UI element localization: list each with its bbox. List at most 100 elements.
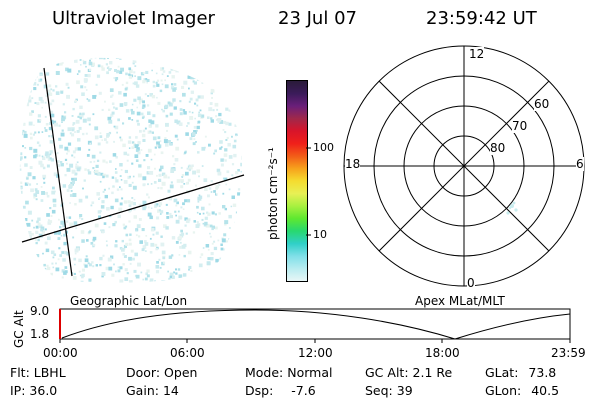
emission-speck	[141, 228, 145, 232]
emission-speck	[213, 240, 216, 243]
emission-speck	[172, 58, 176, 63]
emission-speck	[134, 274, 137, 277]
emission-speck	[26, 222, 31, 227]
emission-speck	[173, 83, 177, 86]
emission-speck	[160, 67, 164, 71]
emission-speck	[71, 115, 74, 117]
lat-label-80: 80	[490, 141, 506, 155]
emission-speck	[115, 53, 118, 56]
emission-speck	[147, 166, 151, 170]
emission-speck	[199, 256, 202, 259]
emission-speck	[202, 212, 205, 215]
emission-speck	[24, 147, 27, 149]
emission-speck	[177, 268, 181, 271]
emission-speck	[48, 126, 53, 131]
emission-speck	[58, 137, 62, 141]
emission-speck	[246, 159, 248, 161]
emission-speck	[241, 193, 242, 196]
emission-speck	[188, 164, 191, 167]
emission-speck	[248, 174, 250, 176]
emission-speck	[198, 195, 203, 199]
emission-speck	[23, 133, 28, 138]
emission-speck	[210, 281, 214, 283]
emission-speck	[48, 135, 51, 138]
emission-speck	[241, 111, 242, 115]
emission-speck	[26, 182, 29, 185]
emission-speck	[116, 131, 118, 134]
emission-speck	[100, 172, 104, 176]
emission-speck	[163, 174, 168, 179]
emission-speck	[22, 94, 25, 98]
emission-speck	[59, 254, 62, 257]
emission-speck	[204, 146, 206, 149]
emission-speck	[49, 121, 53, 125]
emission-speck	[108, 226, 111, 229]
emission-speck	[243, 123, 245, 125]
emission-speck	[149, 171, 154, 175]
emission-speck	[142, 206, 146, 211]
emission-speck	[71, 177, 74, 181]
emission-speck	[210, 117, 213, 120]
emission-speck	[122, 122, 125, 125]
emission-speck	[40, 99, 44, 104]
info-seq: Seq: 39	[365, 383, 413, 398]
emission-speck	[66, 152, 68, 155]
emission-speck	[94, 169, 96, 172]
emission-speck	[128, 238, 132, 242]
info-door: Door: Open	[126, 365, 198, 380]
emission-speck	[20, 123, 22, 126]
emission-speck	[231, 108, 235, 112]
emission-speck	[76, 130, 80, 133]
emission-speck	[49, 102, 53, 106]
emission-speck	[121, 248, 125, 252]
emission-speck	[224, 220, 229, 225]
emission-speck	[175, 68, 179, 73]
emission-speck	[169, 272, 174, 277]
emission-speck	[85, 195, 89, 199]
emission-speck	[191, 111, 194, 114]
emission-speck	[194, 63, 197, 66]
emission-speck	[69, 184, 73, 188]
emission-speck	[111, 191, 114, 195]
emission-speck	[33, 53, 36, 56]
emission-speck	[131, 119, 134, 121]
emission-speck	[176, 120, 181, 125]
emission-speck	[173, 198, 178, 203]
emission-speck	[78, 113, 81, 116]
emission-speck	[175, 214, 177, 217]
emission-speck	[222, 80, 225, 83]
emission-speck	[237, 188, 241, 191]
emission-speck	[200, 95, 204, 99]
info-gain: Gain: 14	[126, 383, 179, 398]
emission-speck	[121, 197, 124, 200]
emission-speck	[98, 91, 102, 95]
emission-speck	[94, 223, 99, 228]
emission-speck	[43, 263, 46, 267]
emission-speck	[187, 75, 191, 79]
emission-speck	[118, 91, 122, 95]
emission-speck	[21, 257, 24, 261]
emission-speck	[126, 284, 130, 288]
emission-speck	[72, 236, 75, 239]
emission-speck	[187, 122, 190, 125]
emission-speck	[109, 88, 114, 92]
emission-speck	[190, 269, 193, 272]
emission-speck	[25, 223, 28, 225]
emission-speck	[67, 68, 72, 73]
emission-speck	[244, 117, 246, 119]
emission-speck	[211, 71, 214, 74]
emission-speck	[240, 217, 242, 221]
emission-speck	[25, 102, 30, 107]
emission-speck	[99, 54, 101, 56]
emission-speck	[80, 64, 82, 66]
emission-speck	[41, 230, 45, 234]
emission-speck	[64, 270, 68, 274]
emission-speck	[64, 266, 68, 269]
emission-speck	[55, 54, 59, 58]
emission-speck	[19, 158, 22, 161]
emission-speck	[125, 225, 128, 228]
emission-speck	[184, 150, 187, 153]
emission-speck	[96, 192, 100, 196]
emission-speck	[44, 129, 48, 132]
emission-speck	[213, 274, 216, 277]
